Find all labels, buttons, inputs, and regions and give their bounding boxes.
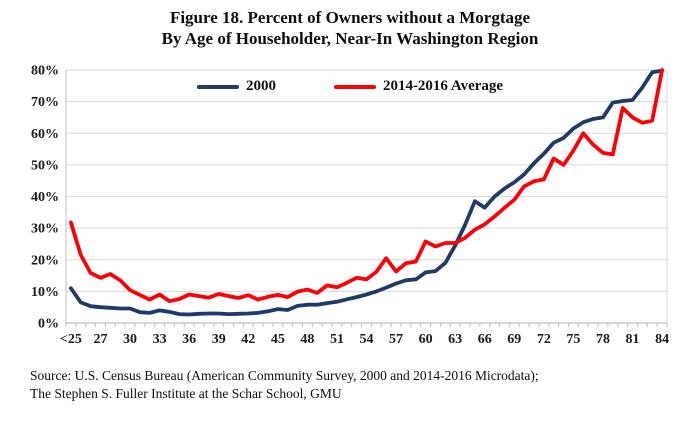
legend-line-swatch xyxy=(333,84,376,89)
x-tick-label: 84 xyxy=(655,332,669,347)
x-tick-label: 27 xyxy=(93,332,107,347)
x-tick-label: 78 xyxy=(596,332,610,347)
x-tick-label: 39 xyxy=(212,332,226,347)
x-tick-label: 45 xyxy=(271,332,285,347)
x-tick-label: 54 xyxy=(360,332,374,347)
legend-item-2014-2016-average: 2014-2016 Average xyxy=(333,78,504,95)
y-tick-label: 30% xyxy=(31,222,59,237)
series-line-2000 xyxy=(69,68,664,317)
legend-label: 2014-2016 Average xyxy=(382,78,504,94)
series-line-2014-2016-average xyxy=(69,68,664,304)
x-tick-label: 57 xyxy=(389,332,403,347)
x-tick-label: 66 xyxy=(478,332,492,347)
x-tick-label: 72 xyxy=(537,332,551,347)
chart-title: Figure 18. Percent of Owners without a M… xyxy=(0,8,700,49)
y-tick-label: 50% xyxy=(31,158,59,173)
x-tick-label: 81 xyxy=(626,332,640,347)
chart-title-line1: Figure 18. Percent of Owners without a M… xyxy=(169,8,531,27)
source-note-line1: Source: U.S. Census Bureau (American Com… xyxy=(30,368,539,383)
y-tick-label: 10% xyxy=(31,285,59,300)
y-tick-label: 20% xyxy=(31,253,59,268)
y-tick-label: 70% xyxy=(31,95,59,110)
x-tick-label: 51 xyxy=(330,332,344,347)
x-tick-label: 60 xyxy=(419,332,433,347)
chart-title-line2: By Age of Householder, Near-In Washingto… xyxy=(161,28,539,48)
source-note: Source: U.S. Census Bureau (American Com… xyxy=(30,367,680,403)
x-tick-label: 63 xyxy=(448,332,462,347)
x-tick-label: 36 xyxy=(182,332,196,347)
x-tick-label: 75 xyxy=(566,332,580,347)
y-tick-label: 60% xyxy=(31,127,59,142)
x-tick-label: 33 xyxy=(153,332,167,347)
y-tick-label: 40% xyxy=(31,190,59,205)
x-tick-label: 48 xyxy=(300,332,314,347)
legend-label: 2000 xyxy=(245,78,276,94)
x-tick-label: <25 xyxy=(60,332,82,347)
x-tick-label: 69 xyxy=(507,332,521,347)
source-note-line2: The Stephen S. Fuller Institute at the S… xyxy=(30,385,342,401)
legend-line-swatch xyxy=(196,84,239,89)
legend-item-2000: 2000 xyxy=(196,78,276,95)
chart-legend: 2000 2014-2016 Average xyxy=(0,78,700,95)
x-tick-label: 30 xyxy=(123,332,137,347)
y-tick-label: 0% xyxy=(38,317,59,332)
x-tick-label: 42 xyxy=(241,332,255,347)
y-tick-label: 80% xyxy=(31,64,59,79)
